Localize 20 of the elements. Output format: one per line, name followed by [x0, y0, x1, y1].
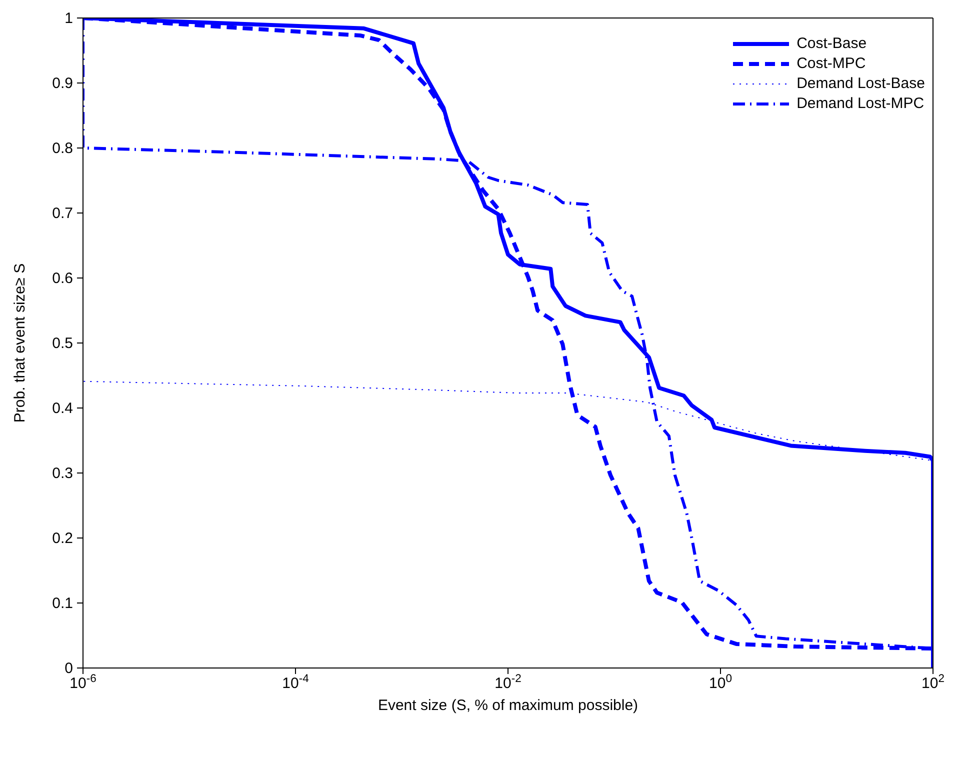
y-tick-label: 0.1 [52, 595, 73, 612]
legend-label: Cost-MPC [796, 54, 866, 74]
legend-label: Cost-Base [796, 34, 867, 54]
x-tick-label: 10$^{2}$ [922, 673, 944, 692]
y-tick-label: 0.4 [52, 400, 73, 417]
y-tick-label: 0.2 [52, 530, 73, 547]
x-tick-label: 10$^{-4}$ [282, 673, 309, 692]
y-tick-label: 0.7 [52, 205, 73, 222]
y-tick-label: 0.8 [52, 140, 73, 157]
legend-label: Demand Lost-Base [796, 74, 925, 94]
x-axis-title: Event size (S, % of maximum possible) [378, 697, 638, 714]
y-tick-label: 0.6 [52, 270, 73, 287]
y-tick-label: 0.3 [52, 465, 73, 482]
x-tick-label: 10$^{-2}$ [494, 673, 522, 692]
y-tick-label: 0.5 [52, 335, 73, 352]
legend-label: Demand Lost-MPC [796, 94, 924, 114]
y-axis-title: Prob. that event size≥ S [11, 263, 28, 423]
y-tick-label: 0.9 [52, 75, 73, 92]
x-tick-label: 10$^{0}$ [709, 673, 732, 692]
y-tick-label: 1 [64, 10, 73, 27]
